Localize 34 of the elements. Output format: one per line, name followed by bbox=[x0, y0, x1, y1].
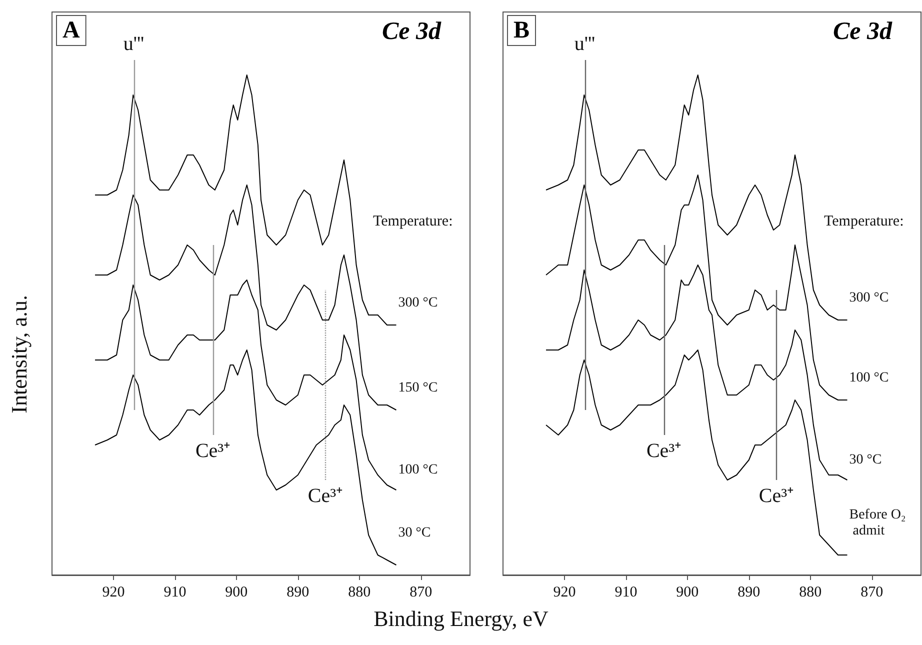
ref-line-label: u''' bbox=[574, 33, 596, 55]
x-tick-label: 880 bbox=[799, 584, 822, 600]
series-label: 30 °C bbox=[398, 526, 431, 540]
x-tick-label: 900 bbox=[225, 584, 248, 600]
series-label: Before O₂ admit bbox=[849, 508, 906, 538]
x-tick-label: 920 bbox=[553, 584, 576, 600]
x-tick-label: 870 bbox=[860, 584, 884, 600]
ref-line-label: Ce³⁺ bbox=[308, 485, 344, 507]
text: A bbox=[62, 18, 80, 44]
ref-line-label: Ce³⁺ bbox=[195, 440, 231, 462]
x-tick-label: 890 bbox=[286, 584, 310, 600]
x-tick-label: 870 bbox=[410, 584, 432, 600]
x-axis-title: Binding Energy, eV bbox=[372, 606, 550, 632]
series-label: 300 °C bbox=[849, 290, 889, 306]
series-label: 30 °C bbox=[849, 452, 882, 468]
legend-title: Temperature: bbox=[373, 214, 453, 230]
x-tick-label: 920 bbox=[102, 584, 125, 600]
series-label: 150 °C bbox=[398, 380, 438, 396]
series-label: 100 °C bbox=[398, 462, 438, 478]
x-tick-label: 900 bbox=[676, 584, 699, 600]
x-tick-label: 910 bbox=[164, 584, 186, 600]
series-label: 100 °C bbox=[849, 370, 889, 386]
x-tick-label: 890 bbox=[738, 584, 760, 600]
chart-title: Ce 3d bbox=[382, 18, 442, 45]
ref-line-label: Ce³⁺ bbox=[758, 485, 794, 507]
x-tick-label: 880 bbox=[348, 584, 371, 600]
legend-title: Temperature: bbox=[824, 214, 904, 230]
series-label: 300 °C bbox=[398, 296, 438, 310]
chart-title: Ce 3d bbox=[832, 18, 892, 45]
text: B bbox=[514, 18, 530, 44]
ref-line-label: u''' bbox=[123, 33, 144, 55]
x-tick-label: 910 bbox=[614, 584, 638, 600]
y-axis-title: Intensity, a.u. bbox=[6, 294, 32, 414]
ref-line-label: Ce³⁺ bbox=[646, 440, 682, 462]
